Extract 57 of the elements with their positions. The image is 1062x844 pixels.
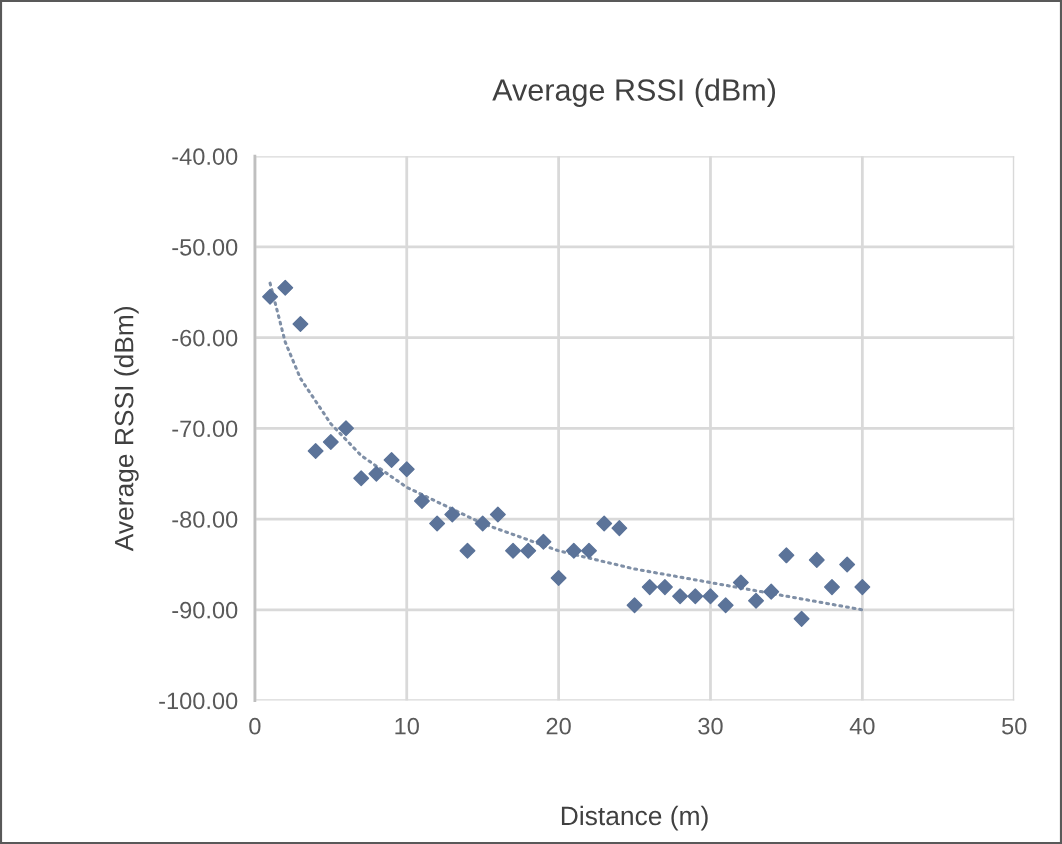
point <box>596 515 613 532</box>
point <box>413 492 430 509</box>
point <box>793 610 810 627</box>
y-tick-label: -60.00 <box>172 329 238 347</box>
y-tick-label: -50.00 <box>172 238 238 256</box>
y-tick-label: -100.00 <box>159 692 238 710</box>
y-tick-label: -70.00 <box>172 420 238 438</box>
point <box>459 542 476 559</box>
point <box>505 542 522 559</box>
point <box>550 570 567 587</box>
point <box>823 579 840 596</box>
point <box>854 579 871 596</box>
x-tick-label: 50 <box>1002 717 1027 735</box>
point <box>368 465 385 482</box>
point <box>398 461 415 478</box>
point <box>717 597 734 614</box>
point <box>277 279 294 296</box>
x-axis-title: Distance (m) <box>561 805 708 831</box>
point <box>322 433 339 450</box>
x-tick-label: 20 <box>546 717 571 735</box>
point <box>839 556 856 573</box>
point <box>353 470 370 487</box>
point <box>429 515 446 532</box>
point <box>702 588 719 605</box>
x-tick-label: 40 <box>849 717 875 735</box>
point <box>687 588 704 605</box>
point <box>581 542 597 559</box>
y-axis-title: Average RSSI (dBm) <box>114 307 139 552</box>
x-tick-label: 30 <box>698 717 723 735</box>
y-tick-label: -40.00 <box>172 148 238 165</box>
line-series <box>268 281 864 612</box>
point <box>672 588 689 605</box>
point <box>383 452 400 469</box>
point <box>611 520 628 537</box>
point <box>307 443 324 459</box>
x-tick-label: 10 <box>395 717 419 735</box>
point <box>520 542 537 559</box>
y-tick-label: -80.00 <box>172 511 238 528</box>
point <box>565 542 582 559</box>
point <box>778 547 795 564</box>
point <box>763 583 780 600</box>
point <box>474 515 491 532</box>
point <box>626 597 643 614</box>
y-tick-label: -90.00 <box>172 601 238 619</box>
point <box>732 574 749 591</box>
point <box>338 420 354 437</box>
point <box>444 506 461 523</box>
point <box>656 579 673 596</box>
point <box>808 551 825 568</box>
point <box>748 592 765 609</box>
chart-title: Average RSSI (dBm) <box>492 78 776 107</box>
point <box>489 506 506 523</box>
point <box>641 579 658 596</box>
point <box>292 316 309 332</box>
point <box>535 533 552 550</box>
x-tick-label: 0 <box>249 717 261 735</box>
point <box>262 288 279 305</box>
